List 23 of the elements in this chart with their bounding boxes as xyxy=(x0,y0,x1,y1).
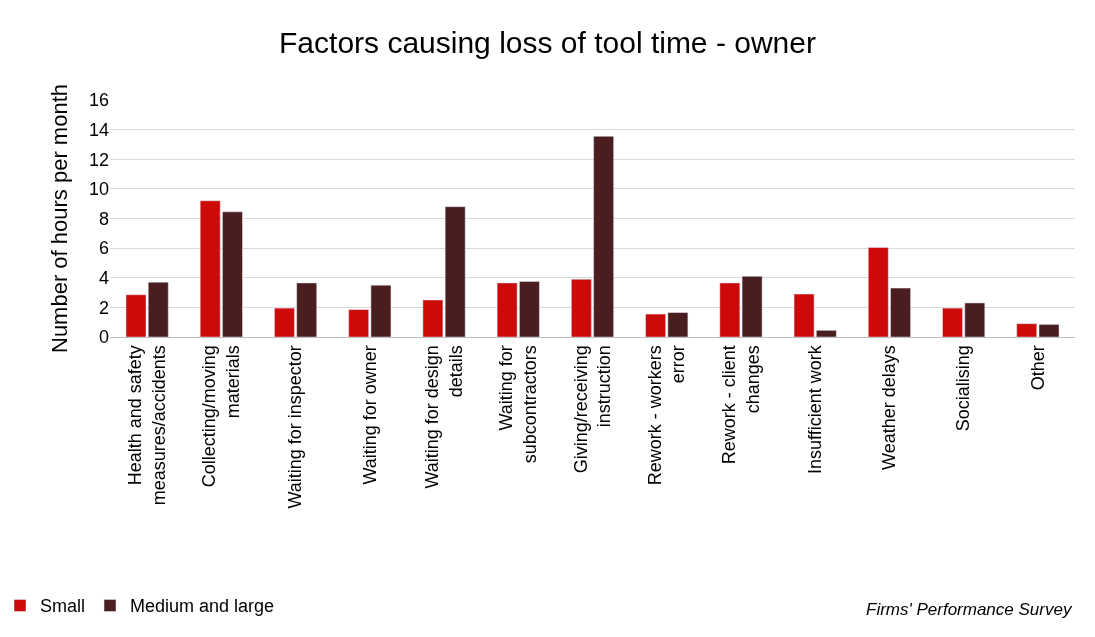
x-tick-label: Other xyxy=(1027,345,1048,391)
x-tick-label: Insufficient work xyxy=(805,344,826,474)
y-tick-label: 0 xyxy=(98,327,109,348)
x-tick-label: Health and safety measures/accidents xyxy=(125,345,169,506)
y-tick-label: 2 xyxy=(98,297,109,318)
y-tick-label: 16 xyxy=(88,90,109,111)
y-tick-label: 10 xyxy=(88,179,109,200)
legend-label: Medium and large xyxy=(130,596,275,617)
x-tick-label: Weather delays xyxy=(879,345,900,470)
y-tick-label: 4 xyxy=(98,268,109,289)
x-tick-label: Waiting for design details xyxy=(422,345,466,489)
y-axis-title: Number of hours per month xyxy=(46,83,72,354)
legend-label: Small xyxy=(40,596,86,617)
text: Firms' Performance Survey xyxy=(866,600,1073,619)
y-tick-label: 14 xyxy=(88,119,109,140)
y-tick-label: 8 xyxy=(98,208,109,229)
chart-title: Factors causing loss of tool time - owner xyxy=(279,25,816,59)
x-tick-label: Waiting for owner xyxy=(359,345,380,485)
x-tick-label: Rework - workers error xyxy=(644,345,689,486)
y-tick-label: 12 xyxy=(88,149,109,170)
y-tick-label: 6 xyxy=(98,238,109,259)
x-tick-label: Socialising xyxy=(953,345,974,432)
x-tick-label: Waiting for inspector xyxy=(285,345,306,509)
